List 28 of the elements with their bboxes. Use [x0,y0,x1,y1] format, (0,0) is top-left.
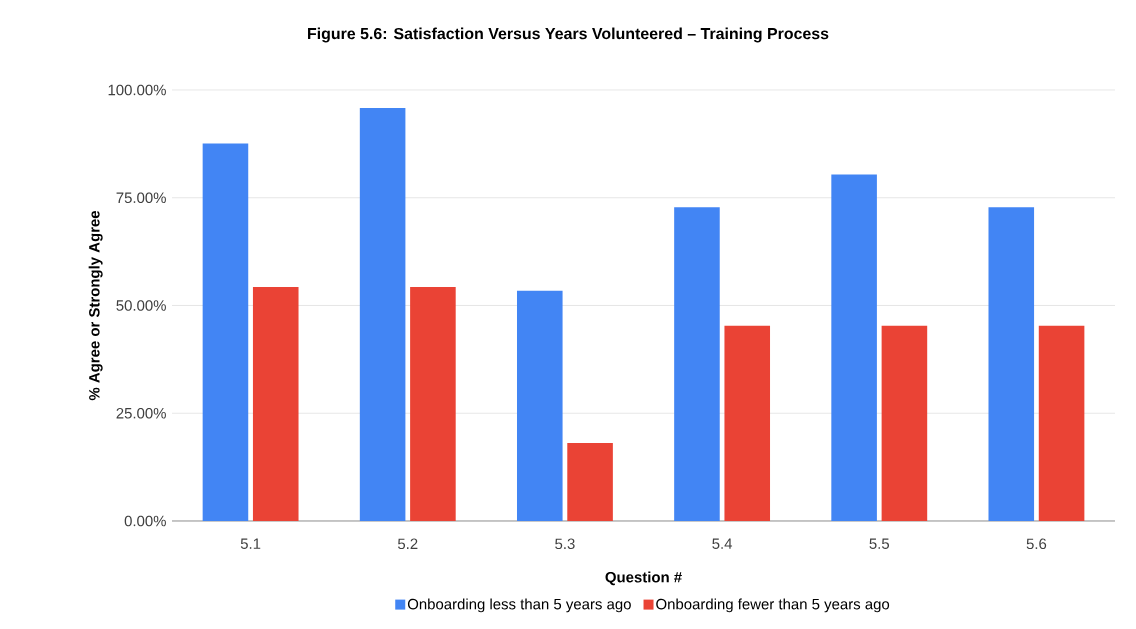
bar [202,143,249,521]
y-tick-label: 0.00% [124,515,166,527]
bar [881,325,928,521]
x-tick-label: 5.1 [240,538,261,549]
y-tick-label: 75.00% [116,192,166,204]
y-tick-label: 25.00% [116,407,166,419]
x-tick-label: 5.4 [712,538,733,549]
x-axis-title: Question # [605,571,682,586]
y-tick-label: 50.00% [116,300,166,311]
y-tick-label: 100.00% [108,84,166,96]
bar [674,207,720,521]
x-tick-label: 5.6 [1026,538,1047,550]
bar [831,174,877,521]
x-tick-label: 5.2 [397,538,418,550]
x-tick-label: 5.3 [555,538,575,550]
y-axis-title: % Agree or Strongly Agree [88,210,103,401]
chart-title: Figure 5.6: Satisfaction Versus Years Volunteered – Training Process [308,27,829,43]
bar [252,286,299,521]
bar [516,290,563,521]
bar [567,442,613,521]
bar [1038,325,1085,521]
bar [724,325,771,521]
legend-label: Onboarding less than 5 years ago [407,598,631,613]
bar [988,207,1035,521]
x-tick-label: 5.5 [869,538,890,549]
bar [410,286,456,521]
legend-label: Onboarding fewer than 5 years ago [656,598,890,613]
bar [359,108,406,521]
